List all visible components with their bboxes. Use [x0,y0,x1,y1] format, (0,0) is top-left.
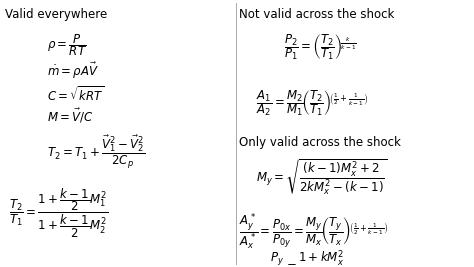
Text: Not valid across the shock: Not valid across the shock [239,8,395,21]
Text: $\dot{m} = \rho A \vec{V}$: $\dot{m} = \rho A \vec{V}$ [47,61,100,81]
Text: $\dfrac{P_2}{P_1} = \left(\dfrac{T_2}{T_1}\right)^{\!\frac{k}{k-1}}$: $\dfrac{P_2}{P_1} = \left(\dfrac{T_2}{T_… [284,32,357,62]
Text: $\dfrac{T_2}{T_1} = \dfrac{1 + \dfrac{k-1}{2}M_1^2}{1 + \dfrac{k-1}{2}M_2^2}$: $\dfrac{T_2}{T_1} = \dfrac{1 + \dfrac{k-… [9,187,109,240]
Text: Valid everywhere: Valid everywhere [5,8,107,21]
Text: $C = \sqrt{kRT}$: $C = \sqrt{kRT}$ [47,85,105,104]
Text: $M_y = \sqrt{\dfrac{(k-1)M_x^2+2}{2kM_x^2-(k-1)}}$: $M_y = \sqrt{\dfrac{(k-1)M_x^2+2}{2kM_x^… [256,158,388,198]
Text: $\dfrac{A_y^*}{A_x^*} = \dfrac{P_{0x}}{P_{0y}} = \dfrac{M_y}{M_x}\!\left(\dfrac{: $\dfrac{A_y^*}{A_x^*} = \dfrac{P_{0x}}{P… [239,211,388,252]
Text: $T_2 = T_1 + \dfrac{\vec{V}_1^2 - \vec{V}_2^2}{2C_p}$: $T_2 = T_1 + \dfrac{\vec{V}_1^2 - \vec{V… [47,134,146,171]
Text: $\dfrac{P_y}{P_x} = \dfrac{1 + kM_x^2}{1 + kM_y^2}$: $\dfrac{P_y}{P_x} = \dfrac{1 + kM_x^2}{1… [270,248,346,267]
Text: $\rho = \dfrac{P}{RT}$: $\rho = \dfrac{P}{RT}$ [47,32,87,58]
Text: Only valid across the shock: Only valid across the shock [239,136,401,149]
Text: $M = \vec{V}/C$: $M = \vec{V}/C$ [47,107,94,125]
Text: $\dfrac{A_1}{A_2} = \dfrac{M_2}{M_1}\!\left(\dfrac{T_2}{T_1}\right)^{\!\left(\fr: $\dfrac{A_1}{A_2} = \dfrac{M_2}{M_1}\!\l… [256,88,368,118]
